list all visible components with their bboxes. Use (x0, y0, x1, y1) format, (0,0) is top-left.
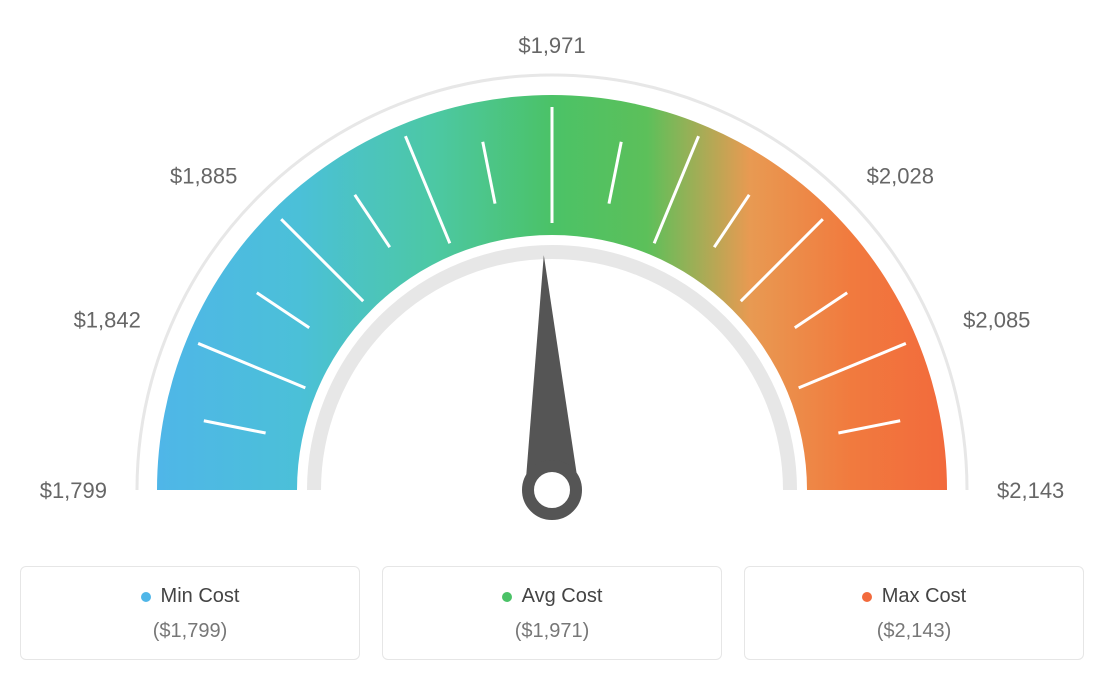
avg-dot-icon (502, 592, 512, 602)
avg-cost-label: Avg Cost (522, 585, 603, 608)
gauge-scale-label: $1,971 (518, 33, 585, 58)
chart-container: $1,799 $1,842 $1,885 $1,971 $2,028 $2,085 $2,1… (0, 0, 1104, 690)
gauge-scale-label: $1,799 (40, 478, 107, 503)
max-cost-card: Max Cost ($2,143) (744, 566, 1084, 660)
avg-cost-value: ($1,971) (393, 620, 711, 643)
max-dot-icon (862, 592, 872, 602)
gauge-svg: $1,799 $1,842 $1,885 $1,971 $2,028 $2,085 $2,1… (0, 0, 1104, 540)
gauge-scale-label: $2,085 (963, 308, 1030, 333)
gauge-scale-label: $1,885 (170, 163, 237, 188)
avg-cost-card: Avg Cost ($1,971) (382, 566, 722, 660)
gauge-area: $1,799 $1,842 $1,885 $1,971 $2,028 $2,085 $2,1… (0, 0, 1104, 540)
gauge-needle (525, 255, 580, 496)
min-cost-title: Min Cost (31, 585, 349, 608)
min-cost-card: Min Cost ($1,799) (20, 566, 360, 660)
min-cost-label: Min Cost (161, 585, 240, 608)
max-cost-label: Max Cost (882, 585, 966, 608)
summary-cards: Min Cost ($1,799) Avg Cost ($1,971) Max … (20, 566, 1084, 660)
max-cost-value: ($2,143) (755, 620, 1073, 643)
min-cost-value: ($1,799) (31, 620, 349, 643)
gauge-hub (528, 466, 576, 514)
gauge-scale-label: $1,842 (74, 308, 141, 333)
gauge-scale-label: $2,028 (867, 163, 934, 188)
gauge-scale-label: $2,143 (997, 478, 1064, 503)
max-cost-title: Max Cost (755, 585, 1073, 608)
avg-cost-title: Avg Cost (393, 585, 711, 608)
min-dot-icon (141, 592, 151, 602)
